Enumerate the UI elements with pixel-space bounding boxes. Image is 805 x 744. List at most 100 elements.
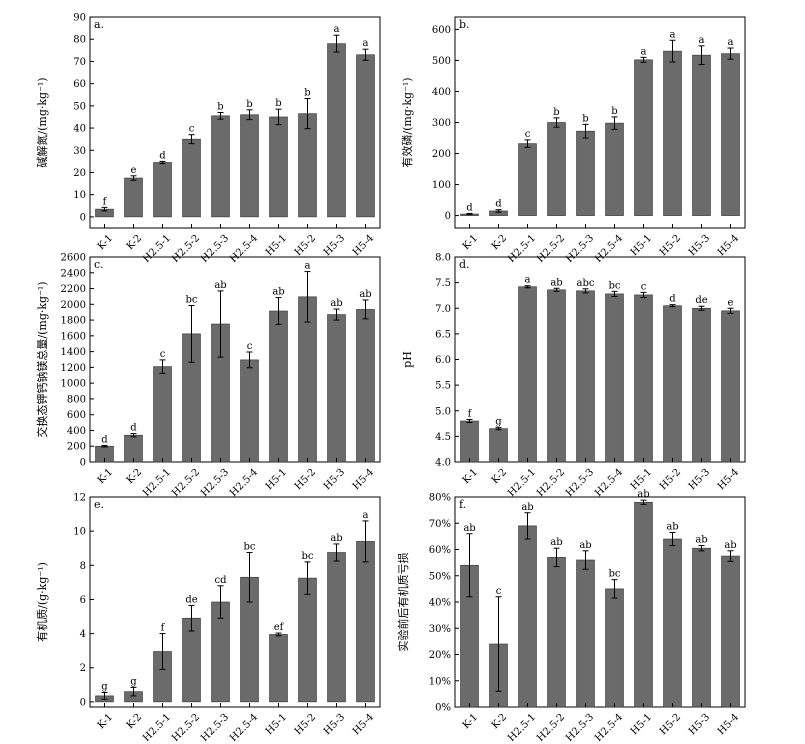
bar	[692, 547, 711, 708]
bar	[692, 54, 711, 216]
panel-label: a.	[94, 18, 104, 31]
significance-letter: ab	[579, 540, 591, 551]
significance-letter: a	[334, 24, 340, 35]
y-tick-label: 10	[73, 527, 86, 538]
x-tick-label: H5-1	[264, 712, 289, 737]
y-tick-label: 1000	[61, 379, 86, 390]
y-tick-label: 6	[80, 595, 86, 606]
significance-letter: bc	[608, 280, 620, 291]
bar	[634, 59, 653, 216]
chart-panel-a: a. 0 10 20 30 40 50 60 70 80 90 碱解氮/(mg·kg⁻¹) f K-1 e K…	[35, 13, 381, 265]
significance-letter: a	[699, 35, 705, 46]
x-tick-label: H2.5-2	[535, 712, 567, 744]
x-tick-label: H2.5-1	[506, 467, 538, 499]
x-tick-label: H5-3	[687, 712, 712, 737]
y-tick-label: 90	[73, 13, 86, 24]
bar	[576, 290, 595, 463]
x-tick-label: H5-4	[716, 233, 741, 258]
y-tick-label: 60	[73, 79, 86, 90]
bar	[605, 122, 624, 216]
significance-letter: d	[130, 423, 137, 434]
significance-letter: a	[305, 261, 311, 272]
significance-letter: bc	[301, 551, 313, 562]
significance-letter: de	[695, 295, 707, 306]
significance-letter: c	[496, 586, 502, 597]
y-tick-label: 1800	[61, 316, 86, 327]
bar	[211, 115, 230, 218]
significance-letter: ab	[724, 540, 736, 551]
y-tick-label: 70	[73, 57, 86, 68]
x-tick-label: H2.5-1	[141, 467, 173, 499]
x-tick-label: H5-3	[687, 467, 712, 492]
significance-letter: b	[553, 107, 559, 118]
y-tick-label: 200	[432, 149, 451, 160]
significance-letter: ab	[359, 289, 371, 300]
x-tick-label: H5-4	[716, 712, 741, 737]
y-tick-label: 5.0	[435, 406, 451, 417]
x-tick-label: H2.5-1	[141, 712, 173, 744]
x-tick-label: H5-3	[687, 233, 712, 258]
bar	[547, 122, 566, 216]
significance-letter: d	[466, 202, 473, 213]
significance-letter: ab	[637, 489, 649, 500]
significance-letter: ab	[521, 502, 533, 513]
significance-letter: f	[103, 196, 108, 207]
y-tick-label: 6.0	[435, 355, 451, 366]
y-tick-label: 80%	[429, 493, 451, 504]
y-tick-label: 0	[80, 458, 86, 469]
y-tick-label: 100	[432, 180, 451, 191]
y-tick-label: 500	[432, 56, 451, 67]
bar	[269, 116, 288, 218]
significance-letter: d	[159, 150, 166, 161]
significance-letter: c	[160, 349, 166, 360]
bar	[721, 310, 740, 463]
y-tick-label: 12	[73, 493, 86, 504]
significance-letter: bc	[608, 569, 620, 580]
bar	[356, 541, 375, 703]
bar	[327, 43, 346, 218]
y-tick-label: 40	[73, 124, 86, 135]
y-tick-label: 7.0	[435, 304, 451, 315]
y-tick-label: 0	[445, 211, 451, 222]
bar	[153, 366, 172, 463]
chart-panel-d: d. 4.0 4.5 5.0 5.5 6.0 6.5 7.0 7.5 8.0 pH f K-1 g K-2 a…	[401, 253, 746, 499]
x-tick-label: K-1	[96, 233, 115, 252]
y-tick-label: 400	[67, 426, 86, 437]
significance-letter: b	[582, 113, 588, 124]
y-axis-title: 交换态钾钙钠镁总量/(mg·kg⁻¹)	[35, 281, 49, 437]
significance-letter: c	[189, 124, 195, 135]
y-tick-label: 70%	[429, 519, 451, 530]
x-tick-label: K-2	[490, 467, 509, 486]
bar	[518, 143, 537, 216]
x-tick-label: H5-2	[293, 467, 318, 492]
significance-letter: ab	[550, 537, 562, 548]
y-tick-label: 10%	[429, 676, 451, 687]
y-tick-label: 600	[67, 410, 86, 421]
significance-letter: ab	[463, 523, 475, 534]
significance-letter: c	[247, 341, 253, 352]
significance-letter: a	[363, 510, 369, 521]
x-tick-label: H2.5-3	[199, 712, 231, 744]
bar	[327, 552, 346, 703]
significance-letter: ab	[272, 287, 284, 298]
chart-panel-e: e. 0 2 4 6 8 10 12 有机质/(g·kg⁻¹) g K-1 g K-2 f H2.5-1 de…	[35, 493, 381, 744]
x-tick-label: H5-3	[322, 467, 347, 492]
significance-letter: b	[217, 102, 223, 113]
x-tick-label: H2.5-2	[535, 233, 567, 265]
bar	[634, 294, 653, 463]
panel-label: b.	[459, 18, 470, 31]
significance-letter: ab	[695, 535, 707, 546]
significance-letter: f	[468, 408, 473, 419]
x-tick-label: H2.5-2	[535, 467, 567, 499]
significance-letter: bc	[185, 294, 197, 305]
x-tick-label: K-2	[490, 712, 509, 731]
y-tick-label: 1400	[61, 347, 86, 358]
x-tick-label: H5-2	[658, 233, 683, 258]
y-tick-label: 8.0	[435, 253, 451, 264]
bar	[460, 420, 479, 463]
bar	[547, 289, 566, 463]
significance-letter: ef	[274, 622, 285, 633]
significance-letter: ab	[330, 533, 342, 544]
y-tick-label: 4.5	[435, 432, 451, 443]
